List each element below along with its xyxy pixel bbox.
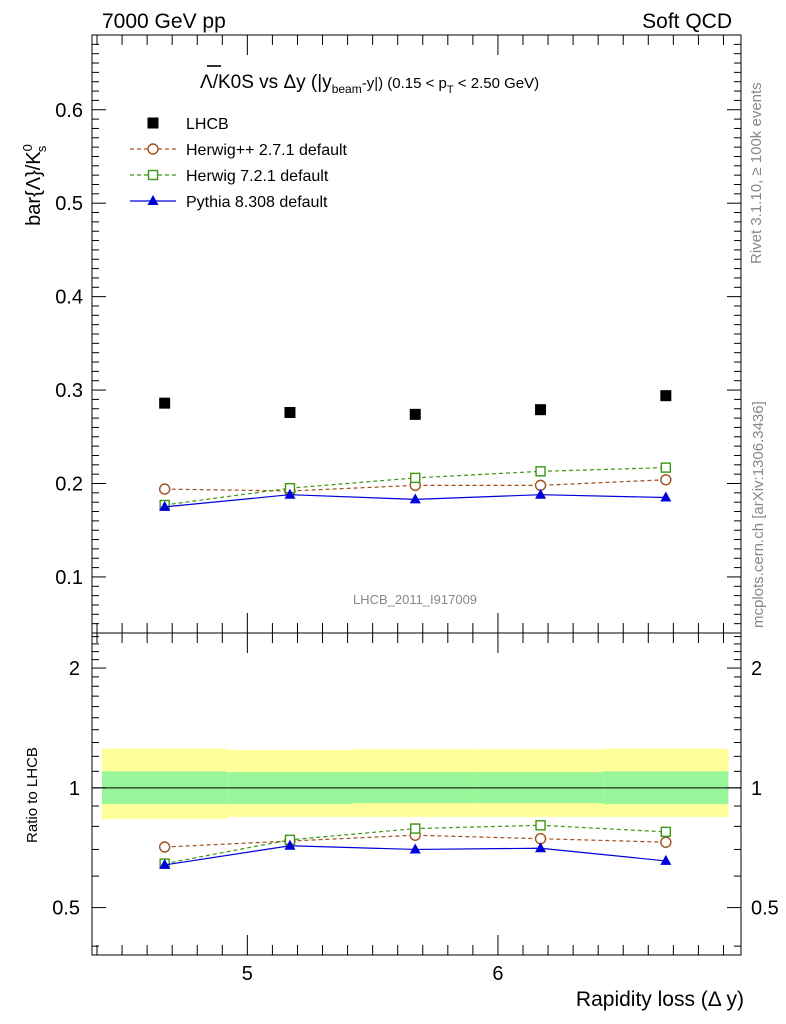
legend-label-3: Pythia 8.308 default bbox=[186, 194, 328, 211]
y-tick-label: 0.5 bbox=[55, 193, 83, 215]
rivet-version-label: Rivet 3.1.10, ≥ 100k events bbox=[748, 82, 765, 264]
series-0-main-point bbox=[284, 406, 296, 418]
series-3-main-point bbox=[409, 493, 421, 504]
series-0-main-point bbox=[159, 397, 171, 409]
title-suffix: < 2.50 GeV) bbox=[454, 75, 539, 92]
series-1-ratio-point bbox=[660, 836, 672, 848]
title-sub-beam: beam bbox=[332, 82, 362, 96]
series-2-ratio-point bbox=[660, 826, 672, 838]
series-2-main-point bbox=[660, 462, 672, 473]
legend-marker-1 bbox=[147, 143, 159, 155]
legend-marker-3 bbox=[147, 195, 159, 205]
series-2-ratio-point bbox=[535, 820, 546, 831]
series-0-main-point bbox=[535, 404, 547, 416]
ratio-panel-frame bbox=[91, 632, 742, 956]
ratio-uncertainty-bands bbox=[92, 748, 741, 819]
ratio-y-axis-label: Ratio to LHCB bbox=[24, 747, 41, 843]
ratio-y-tick-label-right: 1 bbox=[751, 778, 762, 800]
energy-label: 7000 GeV pp bbox=[102, 10, 226, 33]
series-3-main-point bbox=[535, 488, 547, 499]
series-0-main-point bbox=[409, 408, 421, 420]
y-axis-label: bar{Λ}/K0s bbox=[20, 144, 49, 226]
ratio-y-tick-label-left: 2 bbox=[69, 658, 80, 680]
title-sub-t: T bbox=[447, 84, 454, 96]
series-2-main-point bbox=[410, 472, 421, 484]
analysis-id-watermark: LHCB_2011_I917009 bbox=[353, 592, 477, 607]
series-2-main-point bbox=[535, 466, 546, 477]
y-tick-label: 0.6 bbox=[55, 100, 83, 122]
series-2-ratio-point bbox=[410, 823, 421, 834]
ratio-y-tick-label-right: 0.5 bbox=[751, 898, 779, 920]
legend-marker-2 bbox=[147, 169, 159, 181]
plot-title: Λ/K0S vs Δy (|ybeam-y|) (0.15 < pT < 2.5… bbox=[200, 72, 539, 96]
series-3-main-point bbox=[660, 491, 672, 502]
y-axis-label-sub: s bbox=[34, 145, 49, 152]
y-tick-label: 0.1 bbox=[55, 567, 83, 589]
legend-marker-0 bbox=[147, 117, 159, 129]
y-axis-label-sup: 0 bbox=[20, 144, 35, 151]
series-1-main-point bbox=[660, 474, 672, 486]
series-0-main-point bbox=[660, 390, 672, 402]
series-3-ratio-point bbox=[284, 839, 296, 850]
series-3-main-point bbox=[159, 500, 171, 511]
x-axis-label: Rapidity loss (Δ y) bbox=[576, 988, 744, 1011]
x-tick-label: 5 bbox=[242, 963, 253, 985]
legend-label-2: Herwig 7.2.1 default bbox=[186, 168, 329, 185]
title-lambda: Λ bbox=[200, 72, 213, 93]
y-tick-label: 0.2 bbox=[55, 474, 83, 496]
y-axis-label-main: bar{Λ}/K bbox=[23, 151, 45, 226]
ratio-y-tick-label-left: 0.5 bbox=[52, 898, 80, 920]
mcplots-label: mcplots.cern.ch [arXiv:1306.3436] bbox=[750, 401, 767, 628]
legend-label-0: LHCB bbox=[186, 116, 229, 133]
series-3-main-point bbox=[284, 488, 296, 499]
series-1-ratio-point bbox=[158, 841, 171, 853]
title-mid: /K0S vs Δy (|y bbox=[213, 72, 332, 93]
ratio-y-tick-label-left: 1 bbox=[69, 778, 80, 800]
ratio-y-tick-label-right: 2 bbox=[751, 658, 762, 680]
series-3-ratio-point bbox=[409, 843, 421, 854]
series-3-ratio-point bbox=[660, 854, 672, 865]
data-series bbox=[158, 390, 672, 869]
x-tick-label: 6 bbox=[492, 963, 503, 985]
series-1-ratio-point bbox=[534, 832, 547, 845]
axes: 0.1 0.2 0.3 0.4 0.5 0.6 0.5 0.5 1 1 2 2 5 6 bbox=[52, 34, 779, 985]
series-3-ratio-point bbox=[535, 842, 547, 853]
title-after-beam: -y|) (0.15 < p bbox=[362, 75, 447, 92]
series-1-main-point bbox=[158, 483, 171, 495]
series-3-ratio-point bbox=[159, 858, 171, 869]
category-label: Soft QCD bbox=[642, 10, 732, 33]
y-tick-label: 0.3 bbox=[55, 380, 83, 402]
legend-label-1: Herwig++ 2.7.1 default bbox=[186, 142, 348, 159]
legend: LHCB Herwig++ 2.7.1 default Herwig 7.2.1 d… bbox=[130, 116, 348, 211]
y-tick-label: 0.4 bbox=[55, 287, 83, 309]
